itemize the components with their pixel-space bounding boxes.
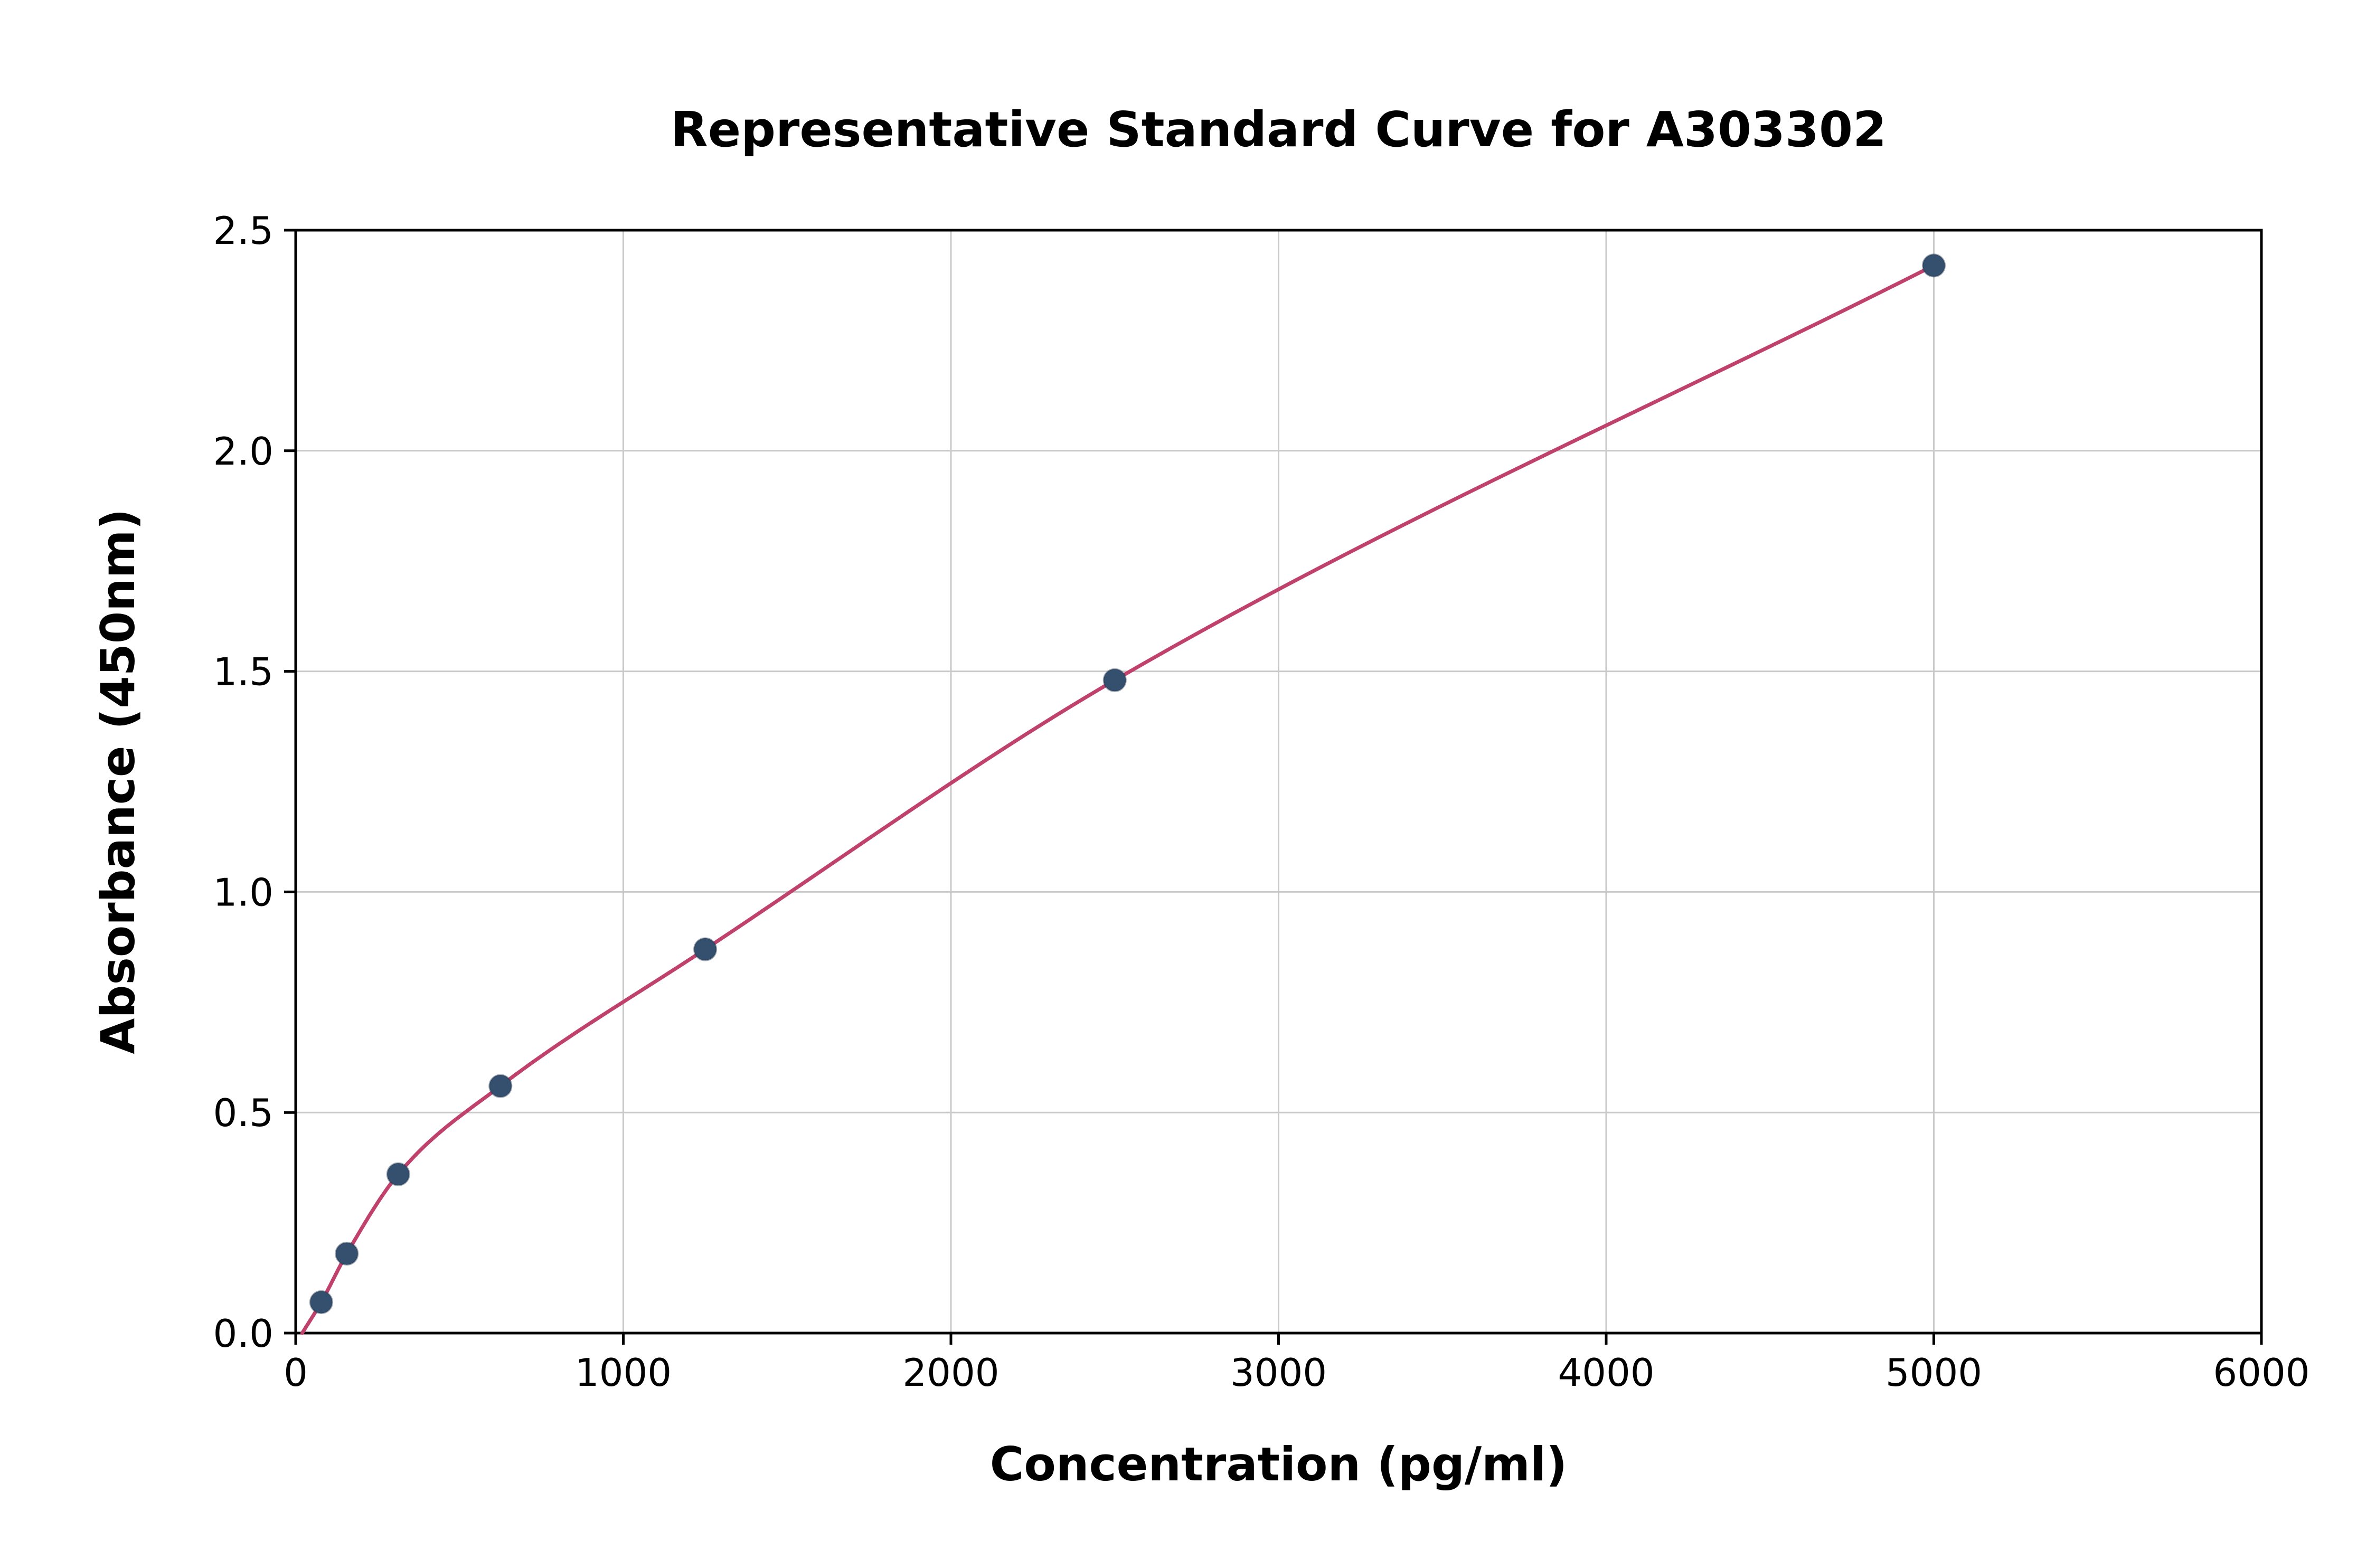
y-tick-label: 0.0: [213, 1311, 274, 1356]
x-tick-label: 6000: [2213, 1350, 2309, 1395]
x-tick-label: 4000: [1558, 1350, 1654, 1395]
x-tick-label: 1000: [575, 1350, 672, 1395]
data-point: [488, 1074, 513, 1098]
x-tick-label: 0: [284, 1350, 308, 1395]
fitted-curve: [300, 263, 1936, 1335]
x-tick-label: 3000: [1230, 1350, 1327, 1395]
data-point: [335, 1242, 359, 1266]
data-point: [1922, 253, 1946, 278]
y-tick-label: 2.5: [213, 209, 274, 253]
y-tick-label: 1.5: [213, 650, 274, 694]
y-tick-label: 1.0: [213, 870, 274, 914]
y-tick-label: 2.0: [213, 429, 274, 474]
data-point: [386, 1162, 410, 1186]
data-point: [1102, 668, 1127, 692]
x-tick-label: 2000: [902, 1350, 999, 1395]
data-point: [693, 937, 718, 961]
y-tick-label: 0.5: [213, 1091, 274, 1135]
x-axis-label: Concentration (pg/ml): [989, 1437, 1568, 1491]
chart-title: Representative Standard Curve for A30330…: [670, 101, 1887, 158]
x-tick-label: 5000: [1885, 1350, 1982, 1395]
data-point: [309, 1290, 333, 1315]
